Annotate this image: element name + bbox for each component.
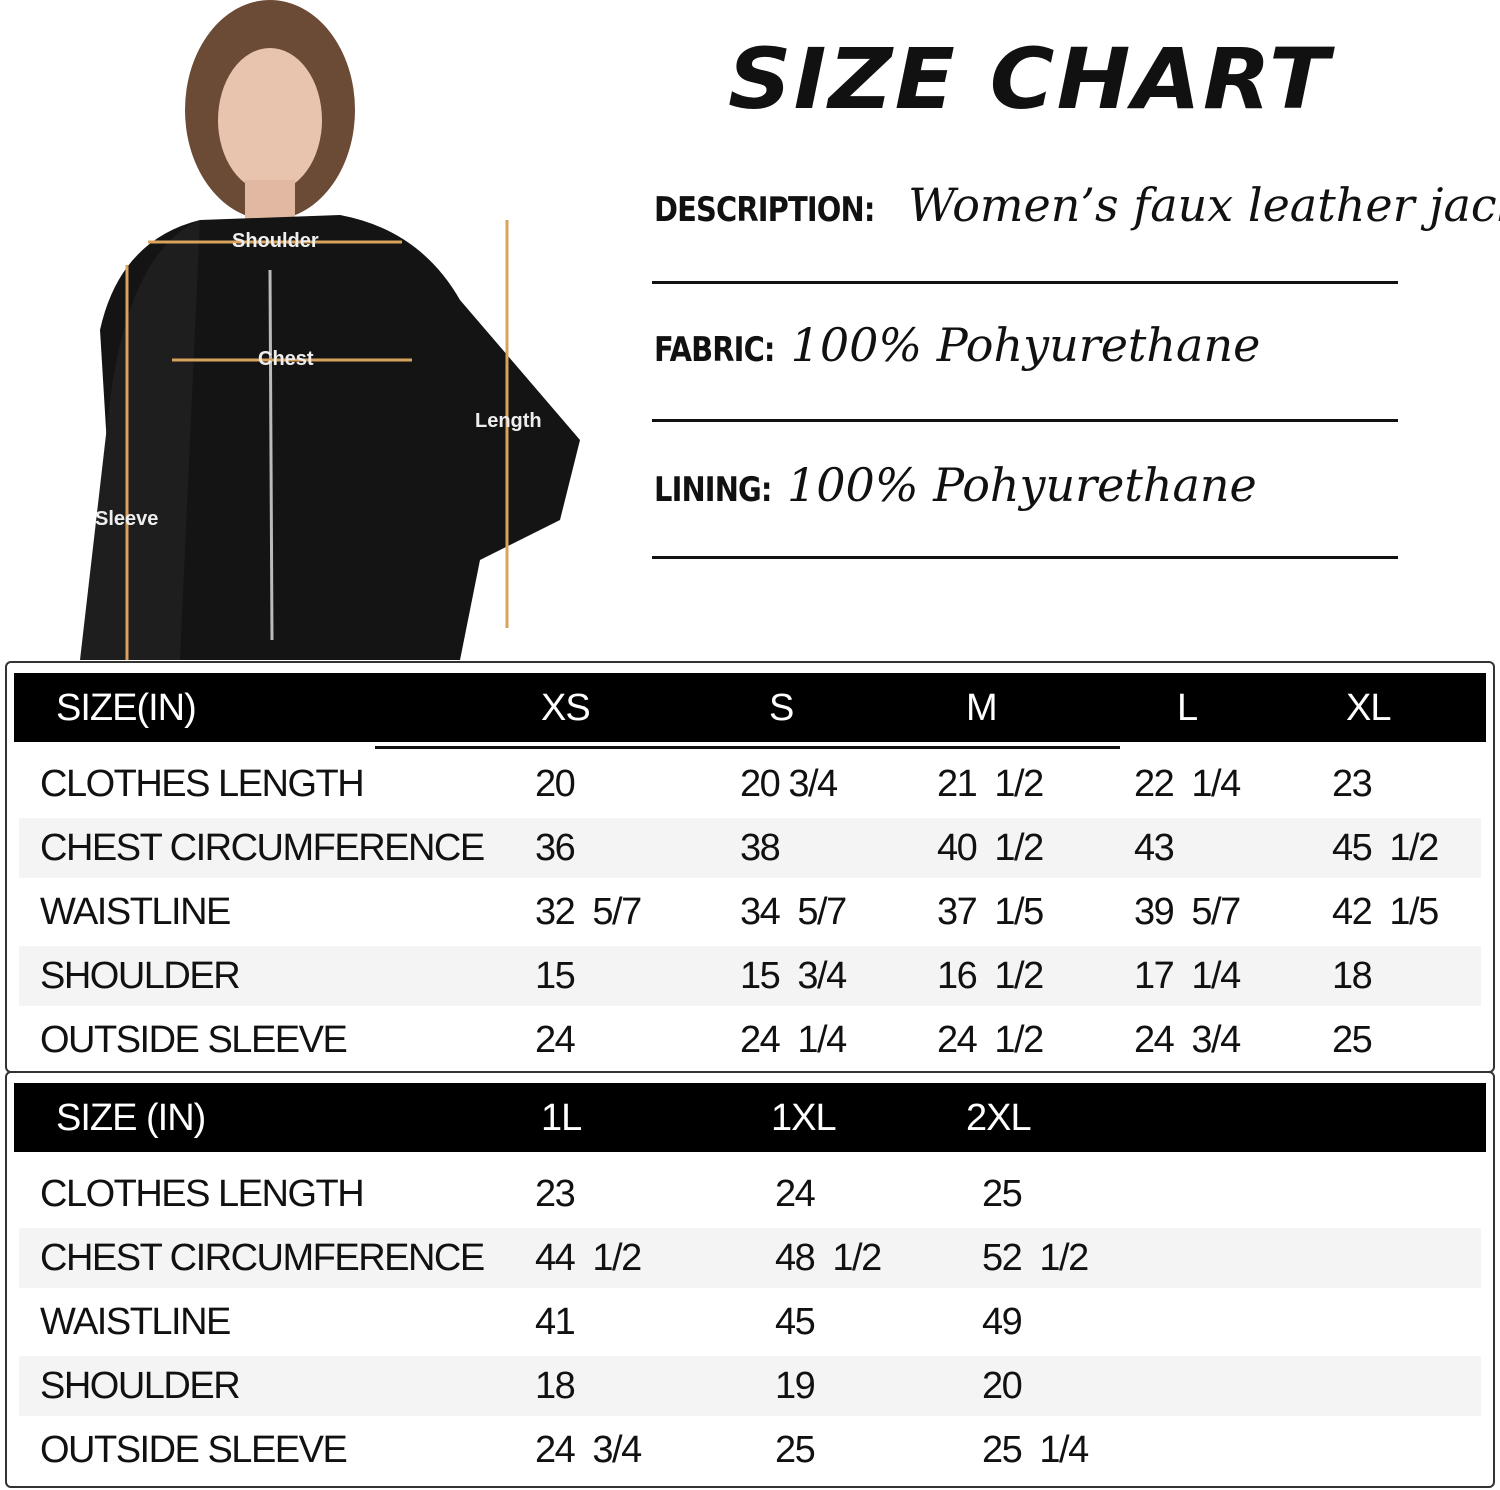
measurement-value: 24 1/4 [740,1019,847,1061]
spec-value: Women’s faux leather jacket [908,178,1500,232]
measurement-label: CHEST CIRCUMFERENCE [40,827,485,869]
spec-fabric: FABRIC: 100% Pohyurethane [654,318,1260,372]
table-row: OUTSIDE SLEEVE 24 3/4 25 25 1/4 [19,1420,1481,1480]
measurement-value: 19 [775,1365,816,1407]
measurement-value: 25 1/4 [982,1429,1089,1471]
measurement-value: 22 1/4 [1134,763,1241,805]
divider [652,281,1398,284]
measurement-label: SHOULDER [40,1365,241,1407]
measurement-value: 24 1/2 [937,1019,1044,1061]
measurement-label: OUTSIDE SLEEVE [40,1019,348,1061]
size-table-1: SIZE(IN) XS S M L XL CLOTHES LENGTH 20 20 3/4 21 … [5,661,1495,1073]
spec-description: DESCRIPTION: Women’s faux leather jacket [654,178,1500,232]
measurement-value: 24 [535,1019,576,1061]
size-column-header: XL [1346,687,1391,729]
chest-label: Chest [258,348,314,370]
spec-value: 100% Pohyurethane [790,318,1261,372]
measurement-label: OUTSIDE SLEEVE [40,1429,348,1471]
measurement-value: 24 [775,1173,816,1215]
measurement-label: CLOTHES LENGTH [40,763,365,805]
measurement-value: 38 [740,827,781,869]
measurement-value: 42 1/5 [1332,891,1439,933]
table-row: SHOULDER 15 15 3/4 16 1/2 17 1/4 18 [19,946,1481,1006]
measurement-value: 43 [1134,827,1175,869]
measurement-value: 20 [982,1365,1023,1407]
measurement-value: 44 1/2 [535,1237,642,1279]
measurement-value: 48 1/2 [775,1237,882,1279]
table-row: CLOTHES LENGTH 20 20 3/4 21 1/2 22 1/4 23 [19,754,1481,814]
spec-lining: LINING: 100% Pohyurethane [654,458,1257,512]
size-column-header: S [769,687,794,729]
table-row: CHEST CIRCUMFERENCE 44 1/2 48 1/2 52 1/2 [19,1228,1481,1288]
table-row: CLOTHES LENGTH 23 24 25 [19,1164,1481,1224]
spec-value: 100% Pohyurethane [787,458,1257,512]
sleeve-label: Sleeve [95,508,159,530]
measurement-value: 23 [535,1173,576,1215]
table-header: SIZE (IN) 1L 1XL 2XL [14,1083,1486,1152]
measurement-value: 52 1/2 [982,1237,1089,1279]
measurement-label: CHEST CIRCUMFERENCE [40,1237,485,1279]
measurement-value: 32 5/7 [535,891,642,933]
measurement-value: 24 3/4 [1134,1019,1241,1061]
measurement-value: 21 1/2 [937,763,1044,805]
measurement-value: 25 [982,1173,1023,1215]
size-column-header: L [1177,687,1198,729]
measurement-label: CLOTHES LENGTH [40,1173,365,1215]
measurement-value: 25 [1332,1019,1373,1061]
size-column-header: XS [541,687,591,729]
measurement-value: 15 3/4 [740,955,847,997]
table-row: CHEST CIRCUMFERENCE 36 38 40 1/2 43 45 1/2 [19,818,1481,878]
spec-label: FABRIC: [654,330,775,370]
table-row: WAISTLINE 32 5/7 34 5/7 37 1/5 39 5/7 42 1/5 [19,882,1481,942]
measurement-value: 20 3/4 [740,763,838,805]
divider [375,746,1120,749]
shoulder-label: Shoulder [232,230,319,252]
jacket-model-image [80,0,580,660]
measurement-value: 18 [1332,955,1373,997]
measurement-value: 37 1/5 [937,891,1044,933]
product-photo: Shoulder Chest Length Sleeve [80,0,590,660]
measurement-value: 39 5/7 [1134,891,1241,933]
size-column-header: 1L [541,1097,582,1139]
spec-label: DESCRIPTION: [654,190,875,230]
measurement-value: 45 1/2 [1332,827,1439,869]
measurement-value: 49 [982,1301,1023,1343]
table-header: SIZE(IN) XS S M L XL [14,673,1486,742]
measurement-value: 36 [535,827,576,869]
table-row: OUTSIDE SLEEVE 24 24 1/4 24 1/2 24 3/4 25 [19,1010,1481,1070]
measurement-value: 41 [535,1301,576,1343]
measurement-value: 25 [775,1429,816,1471]
measurement-value: 34 5/7 [740,891,847,933]
measurement-value: 23 [1332,763,1373,805]
size-column-header: 1XL [771,1097,837,1139]
divider [652,419,1398,422]
measurement-label: SHOULDER [40,955,241,997]
measurement-value: 20 [535,763,576,805]
measurement-value: 24 3/4 [535,1429,642,1471]
measurement-value: 18 [535,1365,576,1407]
measurement-value: 16 1/2 [937,955,1044,997]
size-table-2: SIZE (IN) 1L 1XL 2XL CLOTHES LENGTH 23 24 25 CHE… [5,1071,1495,1488]
length-label: Length [475,410,542,432]
measurement-value: 40 1/2 [937,827,1044,869]
spec-label: LINING: [654,470,772,510]
size-unit-header: SIZE(IN) [56,687,197,729]
measurement-value: 15 [535,955,576,997]
table-row: WAISTLINE 41 45 49 [19,1292,1481,1352]
divider [652,556,1398,559]
size-column-header: M [966,687,998,729]
table-row: SHOULDER 18 19 20 [19,1356,1481,1416]
measurement-label: WAISTLINE [40,891,231,933]
measurement-label: WAISTLINE [40,1301,231,1343]
measurement-value: 17 1/4 [1134,955,1241,997]
measurement-value: 45 [775,1301,816,1343]
size-unit-header: SIZE (IN) [56,1097,206,1139]
size-column-header: 2XL [966,1097,1032,1139]
page-title: SIZE CHART [728,30,1332,128]
